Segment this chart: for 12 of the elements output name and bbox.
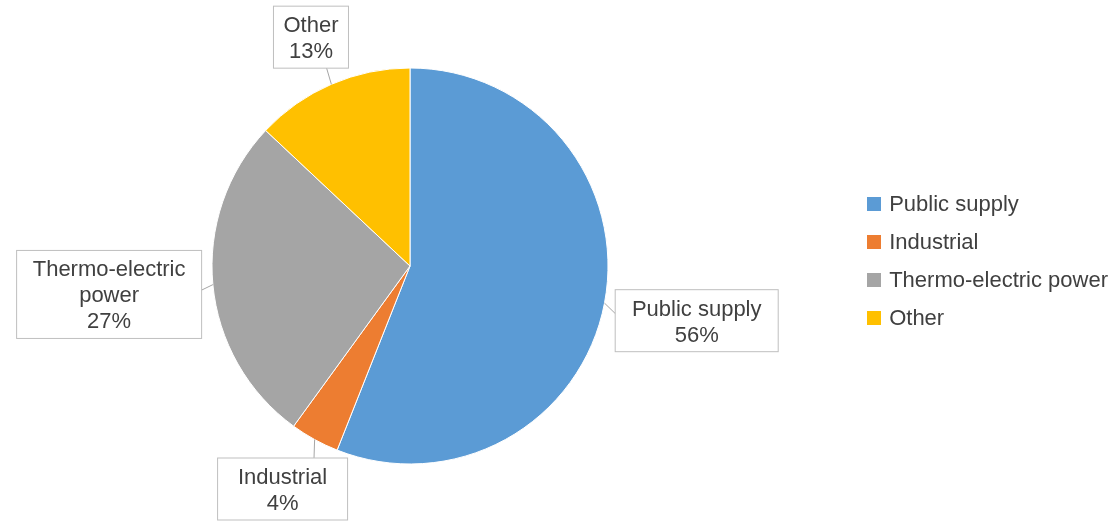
slice-label: Public supply xyxy=(631,295,762,321)
data-label: 13% xyxy=(288,38,333,64)
data-label: 27% xyxy=(87,308,132,334)
legend-label: Thermo-electric power xyxy=(889,265,1108,294)
legend-label: Other xyxy=(889,303,945,332)
slice-label: Other xyxy=(283,12,339,38)
slice-label: Thermo-electric power xyxy=(32,256,186,308)
slice-label: Industrial xyxy=(237,464,328,489)
data-label: 4% xyxy=(266,490,299,515)
legend-label: Public supply xyxy=(889,189,1019,218)
data-label: 56% xyxy=(674,321,719,347)
legend-label: Industrial xyxy=(889,227,979,256)
